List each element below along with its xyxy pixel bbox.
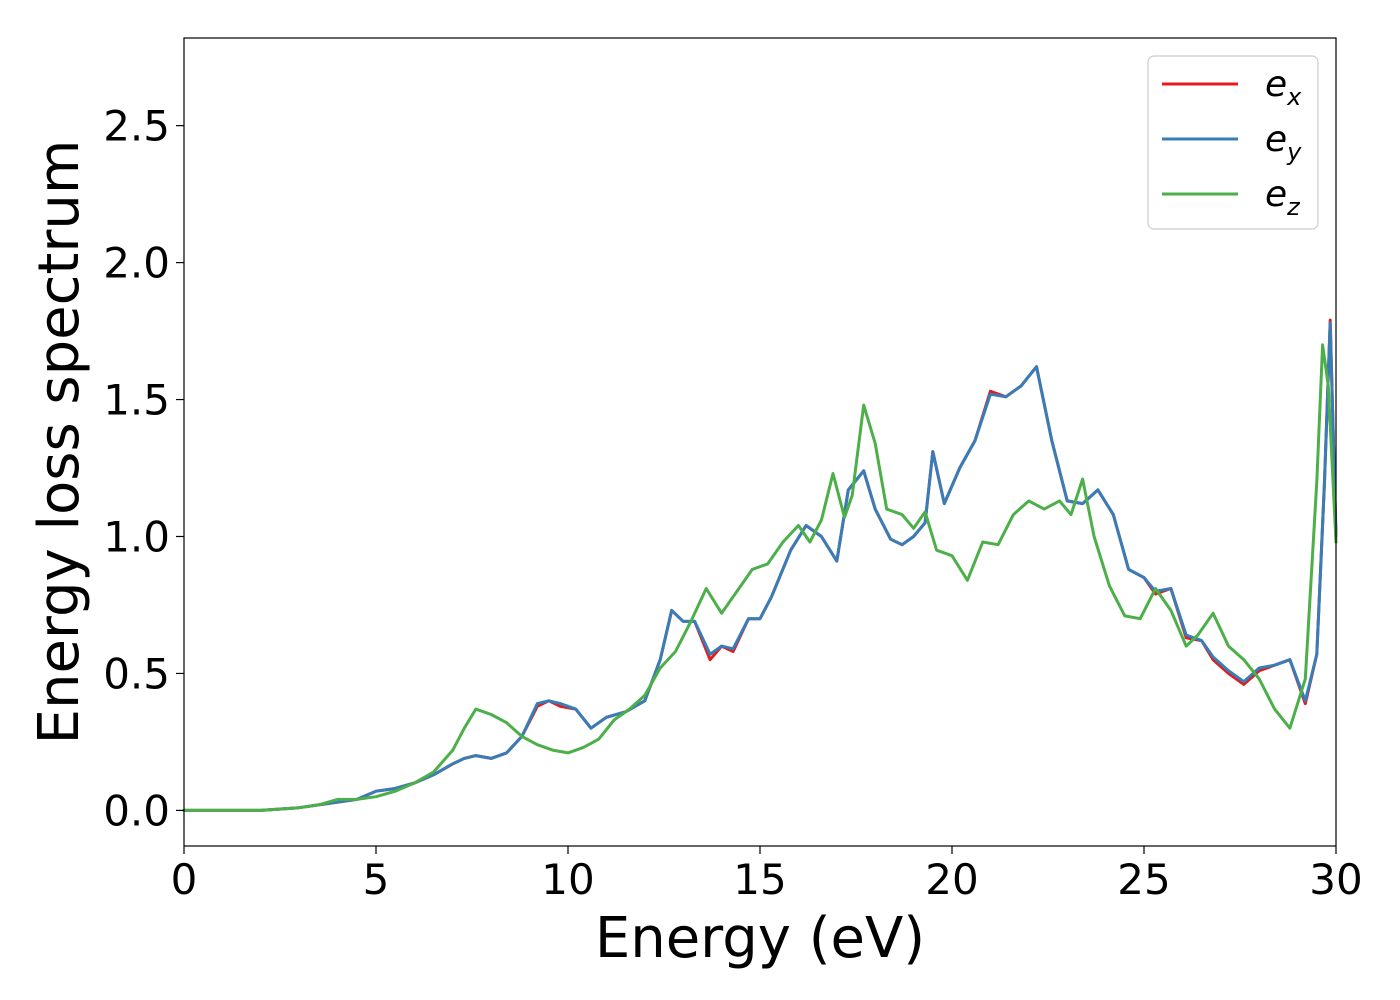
legend-label-z: ez — [1265, 174, 1301, 221]
legend-label-x: ex — [1265, 64, 1302, 111]
x-tick-label: 0 — [171, 855, 198, 904]
y-tick-label: 0.5 — [103, 649, 170, 698]
plot-background — [184, 38, 1336, 846]
y-axis-label: Energy loss spectrum — [27, 140, 92, 745]
legend: ex ey ez — [1147, 55, 1319, 230]
x-axis-label: Energy (eV) — [595, 906, 925, 971]
x-tick-label: 20 — [925, 855, 978, 904]
x-tick-label: 25 — [1117, 855, 1170, 904]
series-line-y — [182, 321, 1338, 812]
legend-label-y: ey — [1265, 119, 1302, 166]
y-tick-label: 0.0 — [103, 786, 170, 835]
legend-box — [1147, 55, 1319, 230]
series-line-z — [182, 343, 1338, 812]
x-axis-ticks: 0 5 10 15 20 25 30 — [171, 846, 1363, 904]
series-layer — [182, 318, 1338, 812]
y-tick-label: 1.0 — [103, 512, 170, 561]
y-axis-ticks: 0.0 0.5 1.0 1.5 2.0 2.5 — [103, 102, 184, 835]
y-tick-label: 1.5 — [103, 376, 170, 425]
x-tick-label: 15 — [733, 855, 786, 904]
x-tick-label: 10 — [541, 855, 594, 904]
y-tick-label: 2.0 — [103, 239, 170, 288]
x-tick-label: 5 — [363, 855, 390, 904]
x-tick-label: 30 — [1309, 855, 1362, 904]
y-tick-label: 2.5 — [103, 102, 170, 151]
